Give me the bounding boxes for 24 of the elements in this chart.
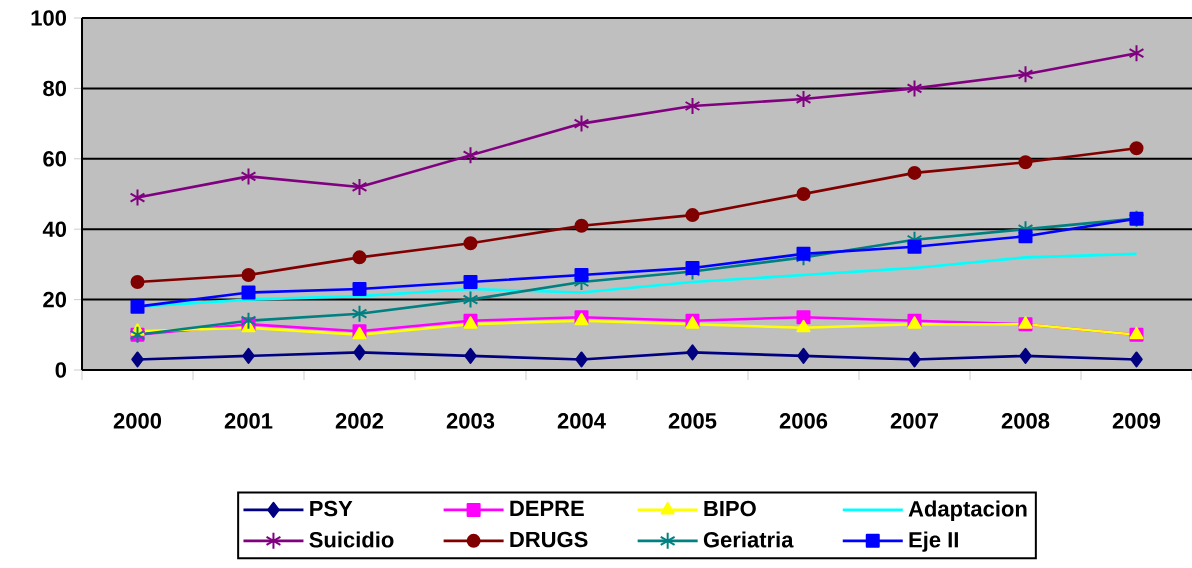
legend-label: PSY bbox=[310, 500, 353, 517]
x-tick-label: 2004 bbox=[557, 413, 606, 429]
x-tick-label: 2003 bbox=[446, 413, 495, 429]
legend-label: Adaptacion bbox=[908, 500, 1027, 521]
y-tick-label: 80 bbox=[43, 80, 67, 97]
legend-label: Eje II bbox=[909, 531, 958, 552]
legend-label: Suicidio bbox=[309, 531, 394, 548]
y-tick-label: 60 bbox=[43, 151, 67, 167]
x-tick-label: 2006 bbox=[779, 413, 828, 429]
x-tick-label: 2000 bbox=[113, 413, 162, 429]
y-tick-label: 20 bbox=[43, 291, 67, 308]
legend-label: DRUGS bbox=[510, 531, 588, 548]
legend-label: BIPO bbox=[704, 500, 756, 517]
x-tick-label: 2001 bbox=[224, 413, 273, 429]
y-tick-label: 40 bbox=[42, 221, 67, 237]
x-tick-label: 2009 bbox=[1112, 413, 1161, 429]
x-tick-label: 2008 bbox=[1001, 413, 1050, 429]
y-tick-label: 0 bbox=[55, 362, 67, 378]
y-tick-label: 100 bbox=[31, 10, 67, 26]
x-tick-label: 2002 bbox=[335, 413, 384, 429]
legend-label: DEPRE bbox=[510, 500, 584, 516]
x-tick-label: 2005 bbox=[668, 413, 717, 429]
x-tick-label: 2007 bbox=[890, 413, 938, 429]
legend-label: Geriatria bbox=[703, 531, 794, 548]
